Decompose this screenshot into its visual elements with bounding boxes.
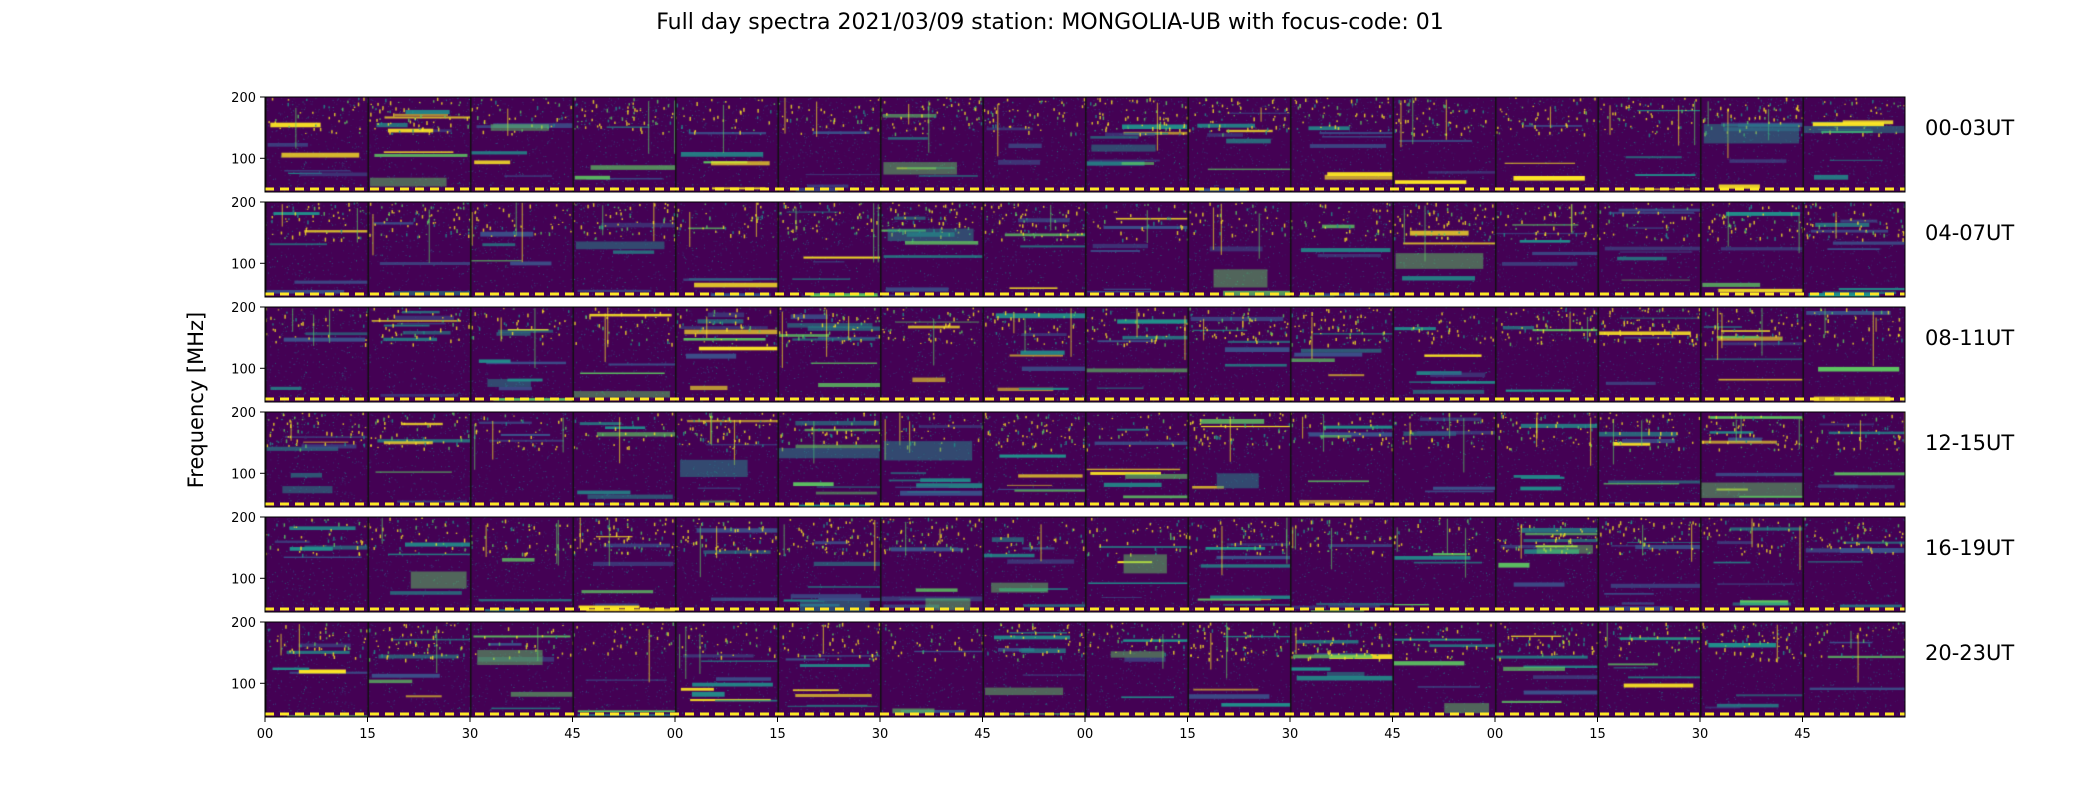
row-label: 16-19UT [1925,536,2014,560]
row-frame [264,411,1906,508]
x-tick-label: 45 [1384,727,1401,742]
x-tick-label: 00 [1487,727,1504,742]
x-tick-label: 00 [257,727,274,742]
x-tick-label: 45 [1794,727,1811,742]
spectrogram-image [265,622,1905,717]
row-frame [264,201,1906,298]
x-tick-label: 30 [872,727,889,742]
chart-title: Full day spectra 2021/03/09 station: MON… [656,10,1444,35]
y-tick-label: 200 [231,196,256,211]
y-tick-label: 200 [231,406,256,421]
spectra-row-04-07UT: 200 100 04-07UT [231,196,2014,298]
x-tick-label: 15 [1589,727,1606,742]
row-label: 12-15UT [1925,431,2014,455]
row-label: 08-11UT [1925,326,2014,350]
y-tick-label: 100 [231,467,256,482]
spectra-row-16-19UT: 200 100 16-19UT [231,511,2014,613]
row-label: 00-03UT [1925,116,2014,140]
x-tick-label: 00 [1077,727,1094,742]
y-tick-label: 100 [231,677,256,692]
y-tick-label: 200 [231,616,256,631]
spectrogram-image [265,97,1905,192]
row-frame [264,516,1906,613]
x-axis-ticks: 00 15 30 45 00 15 30 45 00 15 30 45 00 15 30 45 [257,717,1811,742]
x-tick-label: 30 [1282,727,1299,742]
x-tick-label: 00 [667,727,684,742]
y-tick-label: 100 [231,362,256,377]
y-tick-label: 200 [231,511,256,526]
x-tick-label: 45 [564,727,581,742]
row-label: 20-23UT [1925,641,2014,665]
y-tick-label: 200 [231,91,256,106]
x-tick-label: 15 [769,727,786,742]
y-tick-label: 100 [231,572,256,587]
x-tick-label: 30 [462,727,479,742]
y-tick-label: 100 [231,257,256,272]
x-tick-label: 45 [974,727,991,742]
x-tick-label: 15 [359,727,376,742]
spectrogram-image [265,202,1905,297]
x-tick-label: 30 [1692,727,1709,742]
y-tick-label: 200 [231,301,256,316]
y-tick-label: 100 [231,152,256,167]
spectra-row-00-03UT: 200 100 00-03UT [231,91,2014,193]
row-frame [264,306,1906,403]
spectra-row-08-11UT: 200 100 08-11UT [231,301,2014,403]
spectrogram-image [265,517,1905,612]
spectrogram-image [265,307,1905,402]
row-label: 04-07UT [1925,221,2014,245]
spectra-rows: 20010000-03UT20010004-07UT20010008-11UT2… [231,91,2014,718]
spectra-row-12-15UT: 200 100 12-15UT [231,406,2014,508]
spectrogram-image [265,412,1905,507]
x-tick-label: 15 [1179,727,1196,742]
spectra-row-20-23UT: 200 100 20-23UT [231,616,2014,718]
row-frame [264,96,1906,193]
